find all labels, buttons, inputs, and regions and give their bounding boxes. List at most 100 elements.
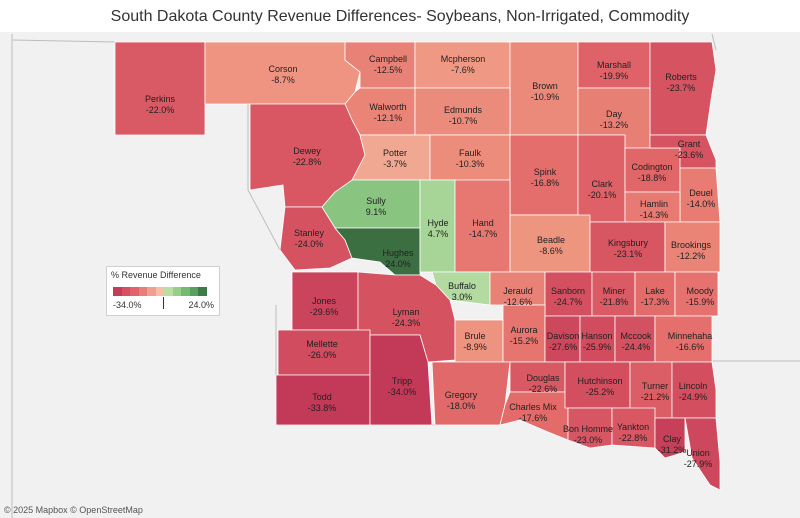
county-value-hanson: -25.9% [583, 342, 612, 352]
county-name-spink: Spink [534, 167, 557, 177]
legend-swatch [130, 287, 139, 296]
county-bon-homme[interactable] [567, 407, 613, 449]
county-value-tripp: -34.0% [388, 387, 417, 397]
county-value-potter: -3.7% [383, 159, 407, 169]
county-value-bon-homme: -23.0% [574, 435, 603, 445]
county-value-lincoln: -24.9% [679, 392, 708, 402]
county-tripp[interactable] [369, 334, 433, 426]
county-value-todd: -33.8% [308, 403, 337, 413]
county-value-mcpherson: -7.6% [451, 65, 475, 75]
county-name-potter: Potter [383, 148, 407, 158]
county-name-stanley: Stanley [294, 228, 325, 238]
map-canvas[interactable]: Perkins -22.0% Corson -8.7% Campbell -12.5% Mc… [0, 32, 800, 518]
county-value-davison: -27.6% [549, 342, 578, 352]
county-brookings[interactable] [664, 221, 721, 273]
county-name-mccook: Mccook [620, 331, 652, 341]
county-union[interactable] [684, 417, 721, 491]
county-name-deuel: Deuel [689, 188, 713, 198]
map-attribution[interactable]: © 2025 Mapbox © OpenStreetMap [4, 505, 143, 515]
county-name-beadle: Beadle [537, 235, 565, 245]
county-name-day: Day [606, 109, 623, 119]
county-value-moody: -15.9% [686, 297, 715, 307]
county-name-clay: Clay [663, 434, 682, 444]
county-name-charles-mix: Charles Mix [509, 402, 557, 412]
county-value-corson: -8.7% [271, 75, 295, 85]
county-value-turner: -21.2% [641, 392, 670, 402]
county-value-hutchinson: -25.2% [586, 387, 615, 397]
county-name-mellette: Mellette [306, 339, 338, 349]
county-name-hamlin: Hamlin [640, 199, 668, 209]
county-name-brookings: Brookings [671, 240, 712, 250]
county-name-turner: Turner [642, 381, 668, 391]
legend-swatch [189, 287, 198, 296]
county-value-marshall: -19.9% [600, 71, 629, 81]
county-name-brule: Brule [464, 331, 485, 341]
county-name-todd: Todd [312, 392, 332, 402]
legend-swatch [164, 287, 173, 296]
county-value-douglas: -22.6% [529, 384, 558, 394]
county-name-perkins: Perkins [145, 94, 176, 104]
county-name-marshall: Marshall [597, 60, 631, 70]
county-buffalo[interactable] [431, 271, 491, 306]
county-value-brown: -10.9% [531, 92, 560, 102]
county-value-codington: -18.8% [638, 173, 667, 183]
county-name-minnehaha: Minnehaha [668, 331, 713, 341]
legend-zero-marker [163, 297, 164, 309]
legend-swatch [147, 287, 156, 296]
county-value-faulk: -10.3% [456, 159, 485, 169]
county-name-mcpherson: Mcpherson [441, 54, 486, 64]
county-value-yankton: -22.8% [619, 433, 648, 443]
county-name-edmunds: Edmunds [444, 105, 483, 115]
county-value-mellette: -26.0% [308, 350, 337, 360]
county-perkins[interactable] [114, 41, 206, 136]
county-value-roberts: -23.7% [667, 83, 696, 93]
legend-swatch [155, 287, 164, 296]
county-value-kingsbury: -23.1% [614, 249, 643, 259]
county-name-walworth: Walworth [369, 102, 406, 112]
county-name-corson: Corson [268, 64, 297, 74]
legend-title: % Revenue Difference [111, 270, 201, 280]
county-value-charles-mix: -17.6% [519, 413, 548, 423]
county-brule[interactable] [454, 319, 504, 363]
county-name-hanson: Hanson [581, 331, 612, 341]
county-value-buffalo: 3.0% [452, 292, 473, 302]
county-value-edmunds: -10.7% [449, 116, 478, 126]
legend-swatch [198, 287, 207, 296]
legend-min-label: -34.0% [113, 300, 142, 310]
legend-swatch [172, 287, 181, 296]
county-value-clay: -31.2% [658, 445, 687, 455]
county-value-walworth: -12.1% [374, 113, 403, 123]
county-value-hamlin: -14.3% [640, 210, 669, 220]
county-name-grant: Grant [678, 139, 701, 149]
county-name-dewey: Dewey [293, 146, 321, 156]
county-value-sully: 9.1% [366, 207, 387, 217]
legend-max-label: 24.0% [188, 300, 214, 310]
county-name-tripp: Tripp [392, 376, 412, 386]
county-value-perkins: -22.0% [146, 105, 175, 115]
county-lincoln[interactable] [671, 361, 717, 419]
county-value-campbell: -12.5% [374, 65, 403, 75]
county-name-lyman: Lyman [393, 307, 420, 317]
label-layer: Perkins-22.0% Corson-8.7% Campbell-12.5% Mc… [145, 54, 715, 469]
county-name-bon-homme: Bon Homme [563, 424, 613, 434]
county-value-spink: -16.8% [531, 178, 560, 188]
county-name-sully: Sully [366, 196, 386, 206]
county-value-deuel: -14.0% [687, 199, 716, 209]
county-value-hyde: 4.7% [428, 229, 449, 239]
legend-swatch [113, 287, 122, 296]
county-clay[interactable] [654, 417, 686, 459]
county-name-jones: Jones [312, 296, 337, 306]
county-name-campbell: Campbell [369, 54, 407, 64]
county-map[interactable]: Perkins-22.0% Corson-8.7% Campbell-12.5% Mc… [0, 32, 800, 518]
county-value-lyman: -24.3% [392, 318, 421, 328]
county-layer[interactable] [114, 41, 721, 491]
county-name-davison: Davison [547, 331, 580, 341]
county-value-jones: -29.6% [310, 307, 339, 317]
county-moody[interactable] [674, 271, 719, 317]
county-name-hutchinson: Hutchinson [577, 376, 622, 386]
county-value-aurora: -15.2% [510, 336, 539, 346]
county-value-gregory: -18.0% [447, 401, 476, 411]
county-value-sanborn: -24.7% [554, 297, 583, 307]
county-name-codington: Codington [631, 162, 672, 172]
county-value-lake: -17.3% [641, 297, 670, 307]
